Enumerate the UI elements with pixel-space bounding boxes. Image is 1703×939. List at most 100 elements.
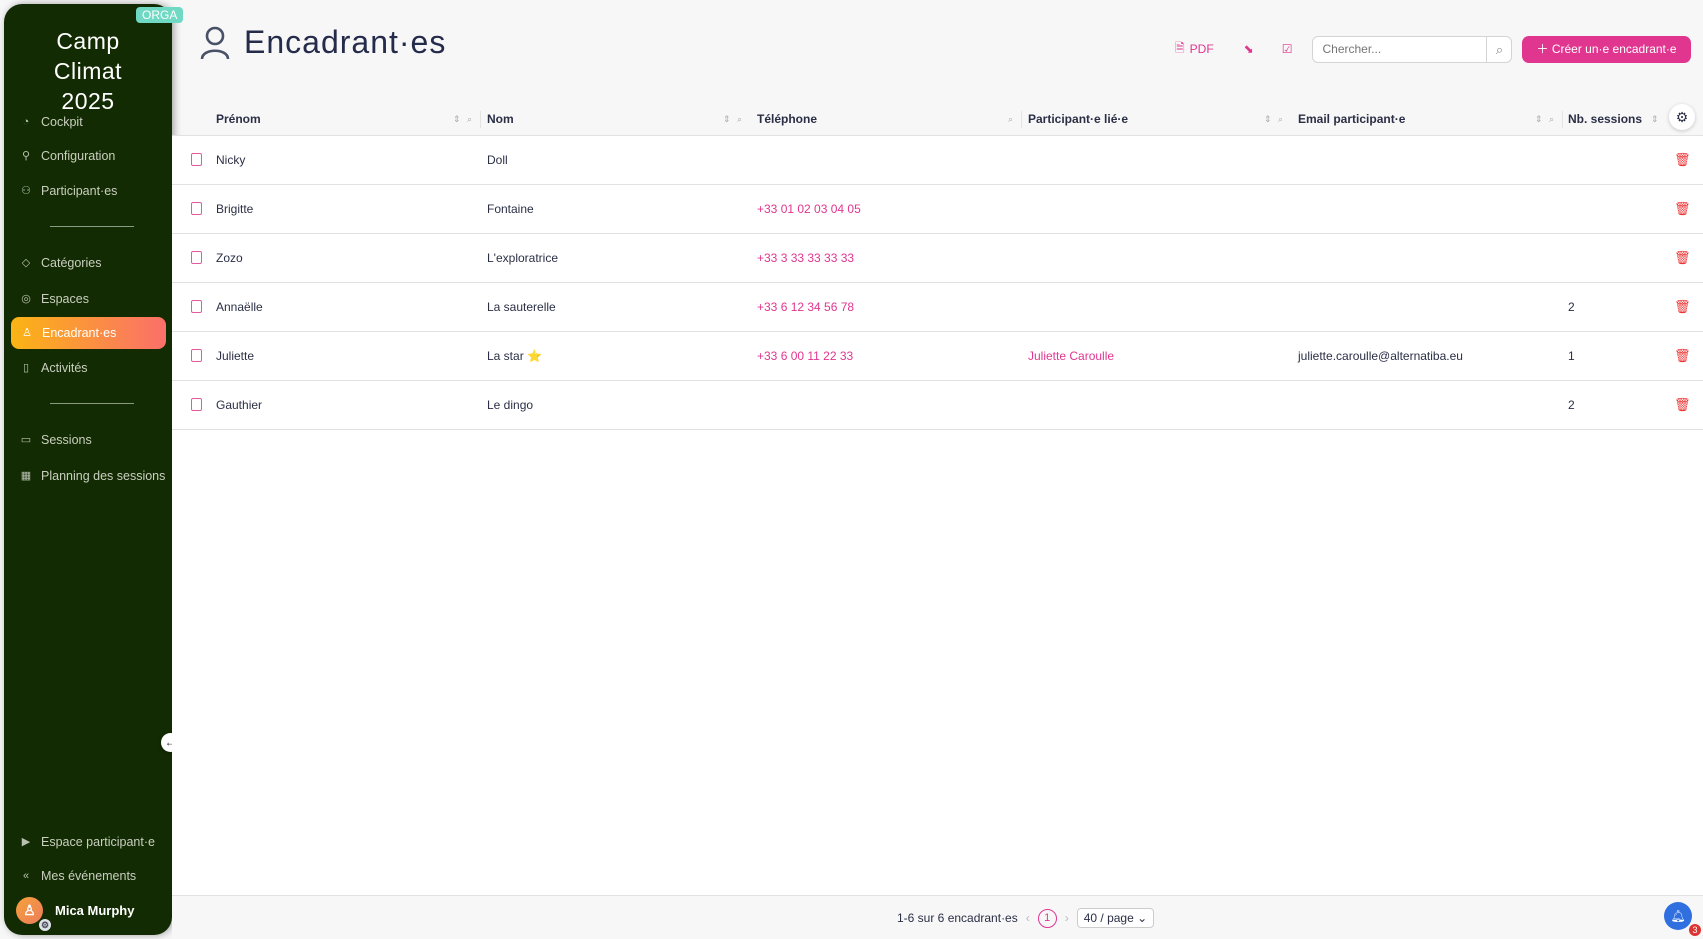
label: Activités [41, 361, 88, 375]
sort-icon[interactable]: ⇕ [1651, 114, 1659, 124]
search-input[interactable] [1313, 36, 1487, 62]
label: Sessions [41, 433, 92, 447]
tag-icon: ◇ [21, 257, 31, 269]
gear-icon: ⚙ [1675, 109, 1689, 125]
trash-icon[interactable]: 🗑︎ [1674, 250, 1691, 265]
divider [50, 403, 134, 404]
file-pdf-icon[interactable] [191, 398, 202, 411]
gauge-icon: ◔ [22, 116, 30, 128]
cell-4: juliette.caroulle@alternatiba.eu [1298, 349, 1463, 363]
file-pdf-icon: 🗎 [1175, 40, 1185, 55]
cell-0: Gauthier [216, 398, 263, 412]
sidebar-item-planning[interactable]: ▦ Planning des sessions [20, 469, 166, 483]
column-telephone[interactable]: Téléphone [757, 112, 818, 126]
orga-badge: ORGA [136, 7, 184, 23]
search-icon[interactable]: ⌕ [1486, 36, 1511, 62]
trash-icon[interactable]: 🗑︎ [1674, 348, 1691, 363]
column-prenom[interactable]: Prénom [216, 112, 261, 126]
edit-button[interactable]: ☑ [1282, 42, 1293, 56]
sidebar-item-participants[interactable]: ⚇ Participant·es [20, 184, 117, 198]
sidebar-item-categories[interactable]: ◇ Catégories [20, 256, 102, 270]
divider [50, 226, 134, 227]
sidebar-item-espace-participant[interactable]: ▶ Espace participant·e [20, 835, 155, 849]
divider [1021, 111, 1022, 128]
table-row[interactable]: Annaëlle La sauterelle +33 6 12 34 56 78 2 🗑… [172, 283, 1703, 332]
trash-icon[interactable]: 🗑︎ [1674, 397, 1691, 412]
sidebar-item-mes-evenements[interactable]: « Mes événements [20, 869, 136, 883]
gear-icon: ⚙ [39, 919, 51, 931]
column-nb-sessions[interactable]: Nb. sessions [1568, 112, 1643, 126]
table-row[interactable]: Nicky Doll 🗑︎ [172, 136, 1703, 185]
search-icon[interactable]: ⌕ [737, 114, 743, 124]
wrench-icon: ⚲ [21, 150, 31, 162]
user-menu[interactable]: ♙ ⚙ Mica Murphy [16, 897, 135, 931]
search-icon[interactable]: ⌕ [467, 114, 473, 124]
search-icon[interactable]: ⌕ [1278, 114, 1284, 124]
cell-1: Le dingo [487, 398, 534, 412]
double-chevron-left-icon: « [22, 870, 30, 882]
play-square-icon: ▶ [21, 836, 31, 848]
file-pdf-icon[interactable] [191, 202, 202, 215]
import-button[interactable]: ⬊ [1244, 42, 1254, 56]
trash-icon[interactable]: 🗑︎ [1674, 152, 1691, 167]
sidebar-item-cockpit[interactable]: ◔ Cockpit [20, 115, 83, 129]
column-email[interactable]: Email participant·e [1298, 112, 1406, 126]
app-title: Camp Climat 2025 [53, 28, 123, 114]
user-name: Mica Murphy [55, 903, 135, 918]
cell-3[interactable]: Juliette Caroulle [1028, 349, 1115, 363]
sidebar-item-sessions[interactable]: ▭ Sessions [20, 433, 92, 447]
search-box: ⌕ [1312, 35, 1513, 63]
table-row[interactable]: Juliette La star ⭐ +33 6 00 11 22 33 Juliet… [172, 332, 1703, 381]
search-icon[interactable]: ⌕ [1008, 114, 1014, 124]
column-settings-button[interactable]: ⚙ [1669, 104, 1695, 130]
sidebar-item-configuration[interactable]: ⚲ Configuration [20, 149, 115, 163]
cell-2[interactable]: +33 3 33 33 33 33 [757, 251, 855, 265]
cell-0: Brigitte [216, 202, 254, 216]
import-icon: ⬊ [1243, 42, 1254, 56]
column-nom[interactable]: Nom [487, 112, 514, 126]
prev-page-icon[interactable]: ‹ [1025, 911, 1030, 925]
sort-icon[interactable]: ⇕ [1264, 114, 1272, 124]
label: Espaces [41, 292, 89, 306]
avatar: ♙ ⚙ [16, 897, 51, 931]
cell-2[interactable]: +33 6 12 34 56 78 [757, 300, 855, 314]
page-1-button[interactable]: 1 [1037, 908, 1057, 928]
page-title: Encadrant·es [244, 24, 447, 60]
cell-0: Annaëlle [216, 300, 263, 314]
label: Mes événements [41, 869, 137, 883]
column-participant[interactable]: Participant·e lié·e [1028, 112, 1129, 126]
sort-icon[interactable]: ⇕ [453, 114, 461, 124]
sidebar-item-activites[interactable]: ▯ Activités [20, 361, 88, 375]
next-page-icon[interactable]: › [1064, 911, 1069, 925]
notifications-button[interactable]: 🔔︎ 3 [1664, 902, 1701, 936]
sort-icon[interactable]: ⇕ [1535, 114, 1543, 124]
search-icon[interactable]: ⌕ [1549, 114, 1555, 124]
pagination-summary: 1-6 sur 6 encadrant·es [897, 911, 1018, 925]
sidebar-item-encadrants[interactable]: ♙ Encadrant·es [11, 317, 166, 349]
create-encadrant-button[interactable]: ＋ Créer un·e encadrant·e [1522, 35, 1691, 63]
page-header: Encadrant·es [200, 24, 446, 61]
cell-2[interactable]: +33 6 00 11 22 33 [757, 349, 854, 363]
plus-icon: ＋ [1536, 41, 1552, 56]
bell-icon: 🔔︎ [1670, 909, 1686, 923]
pdf-export-button[interactable]: 🗎 PDF [1175, 39, 1214, 60]
sort-icon[interactable]: ⇕ [723, 114, 731, 124]
calendar-icon: ▦ [20, 470, 32, 482]
cell-2[interactable]: +33 01 02 03 04 05 [757, 202, 861, 216]
trash-icon[interactable]: 🗑︎ [1674, 299, 1691, 314]
file-pdf-icon[interactable] [191, 153, 202, 166]
page-size-select[interactable]: 40 / page ⌄ [1076, 908, 1155, 928]
label: Catégories [41, 256, 102, 270]
table-body: Nicky Doll 🗑︎ Brigitte Fontaine +33 01 02 03 … [172, 136, 1703, 430]
sidebar-item-espaces[interactable]: ◎ Espaces [20, 292, 89, 306]
file-pdf-icon[interactable] [191, 349, 202, 362]
label: Participant·es [41, 184, 118, 198]
sidebar: Camp Climat 2025 ORGA ◔ Cockpit ⚲ Configur… [4, 4, 184, 935]
edit-icon: ☑ [1281, 42, 1293, 56]
table-row[interactable]: Brigitte Fontaine +33 01 02 03 04 05 🗑︎ [172, 185, 1703, 234]
trash-icon[interactable]: 🗑︎ [1674, 201, 1691, 216]
table-row[interactable]: Zozo L'exploratrice +33 3 33 33 33 33 🗑︎ [172, 234, 1703, 283]
table-row[interactable]: Gauthier Le dingo 2 🗑︎ [172, 381, 1703, 430]
file-pdf-icon[interactable] [191, 300, 202, 313]
file-pdf-icon[interactable] [191, 251, 202, 264]
